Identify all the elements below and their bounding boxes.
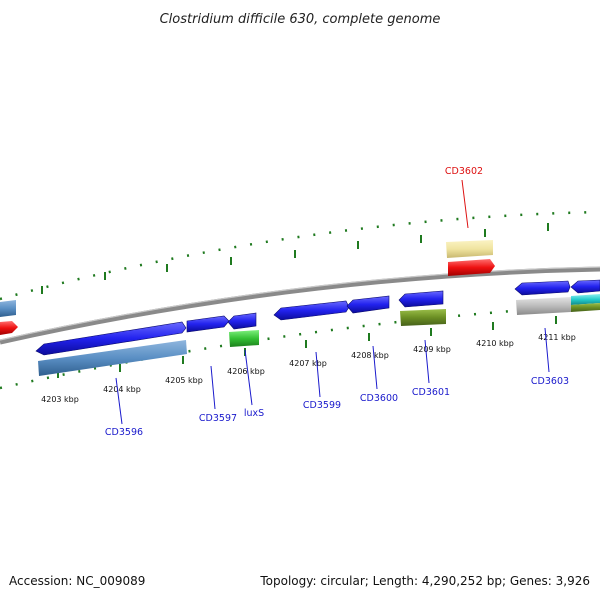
feature-block-CD3602-a[interactable] [446,240,493,258]
feature-block[interactable] [0,321,18,335]
label-leaders [115,179,550,425]
feature-block[interactable] [571,294,600,305]
gene-label-CD3599[interactable]: CD3599 [303,400,341,411]
cds-CD3600[interactable] [346,295,390,314]
feature-block-CD3601[interactable] [400,309,446,326]
leader-CD3601 [424,339,430,384]
leader-CD3602 [461,179,469,229]
gene-label-CD3602[interactable]: CD3602 [445,166,483,177]
outer-scale-ring [0,210,600,301]
gene-label-CD3596[interactable]: CD3596 [105,427,143,438]
gene-label-CD3601[interactable]: CD3601 [412,387,450,398]
gene-label-CD3597[interactable]: CD3597 [199,413,237,424]
leader-CD3599 [315,351,321,398]
genome-backbone-highlight [0,266,600,341]
cds-luxS[interactable] [227,312,257,330]
feature-block[interactable] [0,300,16,317]
gene-labels: CD3596 CD3597 luxS CD3599 CD3600 CD3601 … [105,166,569,438]
gene-label-CD3603[interactable]: CD3603 [531,376,569,387]
scale-label: 4210 kbp [476,339,514,348]
feature-block-CD3602[interactable] [448,259,495,276]
category-track [0,240,600,376]
scale-label: 4206 kbp [227,367,265,376]
scale-label: 4211 kbp [538,333,576,342]
scale-label: 4205 kbp [165,376,203,385]
leader-CD3600 [372,345,378,390]
leader-CD3603 [544,327,550,373]
topology-text: Topology: circular; Length: 4,290,252 bp… [259,574,590,588]
cds-CD3596[interactable] [35,321,187,356]
leader-luxS [244,349,253,406]
gene-label-luxS[interactable]: luxS [244,408,264,419]
cds-CD3603[interactable] [514,280,571,296]
scale-label: 4209 kbp [413,345,451,354]
scale-label: 4204 kbp [103,385,141,394]
scale-label: 4203 kbp [41,395,79,404]
feature-block[interactable] [571,303,600,312]
cds-CD3601[interactable] [398,290,444,308]
outer-major-ticks [41,223,549,294]
feature-block-luxS[interactable] [229,330,259,347]
gene-label-CD3600[interactable]: CD3600 [360,393,398,404]
inner-scale-ring [0,303,600,390]
scale-label: 4207 kbp [289,359,327,368]
cds-CD3599[interactable] [273,300,350,321]
scale-label: 4208 kbp [351,351,389,360]
feature-block-CD3603[interactable] [516,297,571,315]
leader-CD3596 [115,377,123,425]
leader-CD3597 [210,365,216,410]
accession-text: Accession: NC_009089 [9,574,145,588]
scale-labels: 4203 kbp 4204 kbp 4205 kbp 4206 kbp 4207… [41,333,576,404]
cds-CD3597[interactable] [186,315,230,333]
map-title: Clostridium difficile 630, complete geno… [160,12,441,27]
genome-backbone [0,266,600,345]
cds-track [35,279,600,356]
feature-block-CD3596[interactable] [38,340,187,376]
cds-next[interactable] [570,279,600,294]
